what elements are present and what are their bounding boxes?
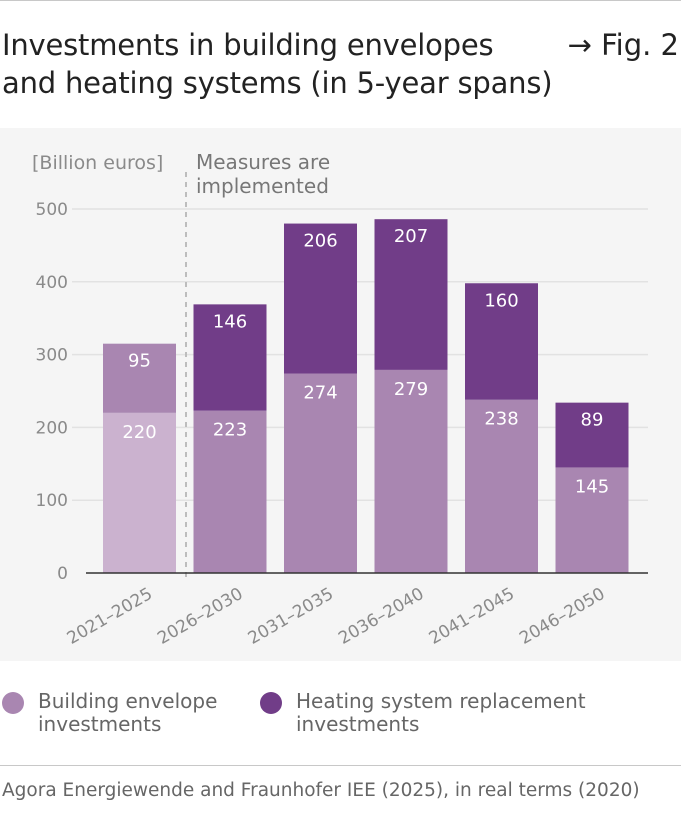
annotation-text: implemented xyxy=(196,174,329,198)
legend-label-heating-system: Heating system replacement investments xyxy=(296,689,586,736)
legend-swatch-building-envelope xyxy=(2,692,24,714)
y-tick-label: 300 xyxy=(36,346,68,366)
data-label: 223 xyxy=(213,420,247,441)
y-tick-label: 100 xyxy=(36,491,68,511)
data-label: 207 xyxy=(394,226,428,247)
y-tick-label: 500 xyxy=(36,200,68,220)
bar-segment xyxy=(284,373,357,573)
y-axis-unit-label: [Billion euros] xyxy=(32,152,163,174)
figure-reference: → Fig. 2 xyxy=(567,28,679,62)
data-label: 89 xyxy=(581,410,604,431)
top-rule xyxy=(0,0,681,1)
data-label: 95 xyxy=(128,351,151,372)
bar-segment xyxy=(374,219,448,370)
bar-segment xyxy=(555,402,629,468)
x-tick-label: 2021–2025 xyxy=(64,584,156,649)
bar-segment xyxy=(465,399,538,573)
data-label: 238 xyxy=(484,409,518,430)
legend-swatch-heating-system xyxy=(260,692,282,714)
source-note: Agora Energiewende and Fraunhofer IEE (2… xyxy=(2,780,640,801)
x-tick-label: 2041–2045 xyxy=(426,584,518,649)
bar-segment xyxy=(103,412,176,573)
footer-rule xyxy=(0,765,681,766)
data-label: 146 xyxy=(213,311,247,332)
bar-chart: 0 100 200 300 400 500 [Billion euros] Measures … xyxy=(32,150,648,649)
data-label: 279 xyxy=(394,379,428,400)
bar-segment xyxy=(103,343,176,413)
y-tick-label: 200 xyxy=(36,418,68,438)
bar-segment xyxy=(555,467,629,573)
chart-title-line-1: Investments in building envelopes xyxy=(2,28,494,62)
y-tick-label: 0 xyxy=(57,564,68,584)
data-label: 206 xyxy=(303,231,337,252)
y-tick-label: 400 xyxy=(36,273,68,293)
data-label: 160 xyxy=(484,290,518,311)
chart-title-line-2: and heating systems (in 5-year spans) xyxy=(2,66,553,100)
x-tick-label: 2036–2040 xyxy=(335,584,427,649)
x-tick-label: 2026–2030 xyxy=(154,584,246,649)
x-tick-label: 2046–2050 xyxy=(516,584,608,649)
x-tick-label: 2031–2035 xyxy=(245,584,337,649)
data-label: 220 xyxy=(122,422,156,443)
data-label: 274 xyxy=(303,383,337,404)
bar-segment xyxy=(284,223,357,374)
legend-label-building-envelope: Building envelope investments xyxy=(38,689,218,736)
bar-segment xyxy=(465,283,538,400)
bar-segment xyxy=(374,369,448,573)
bar-segment xyxy=(193,410,267,573)
data-label: 145 xyxy=(575,476,609,497)
annotation-text: Measures are xyxy=(196,150,330,174)
bar-segment xyxy=(193,304,267,411)
